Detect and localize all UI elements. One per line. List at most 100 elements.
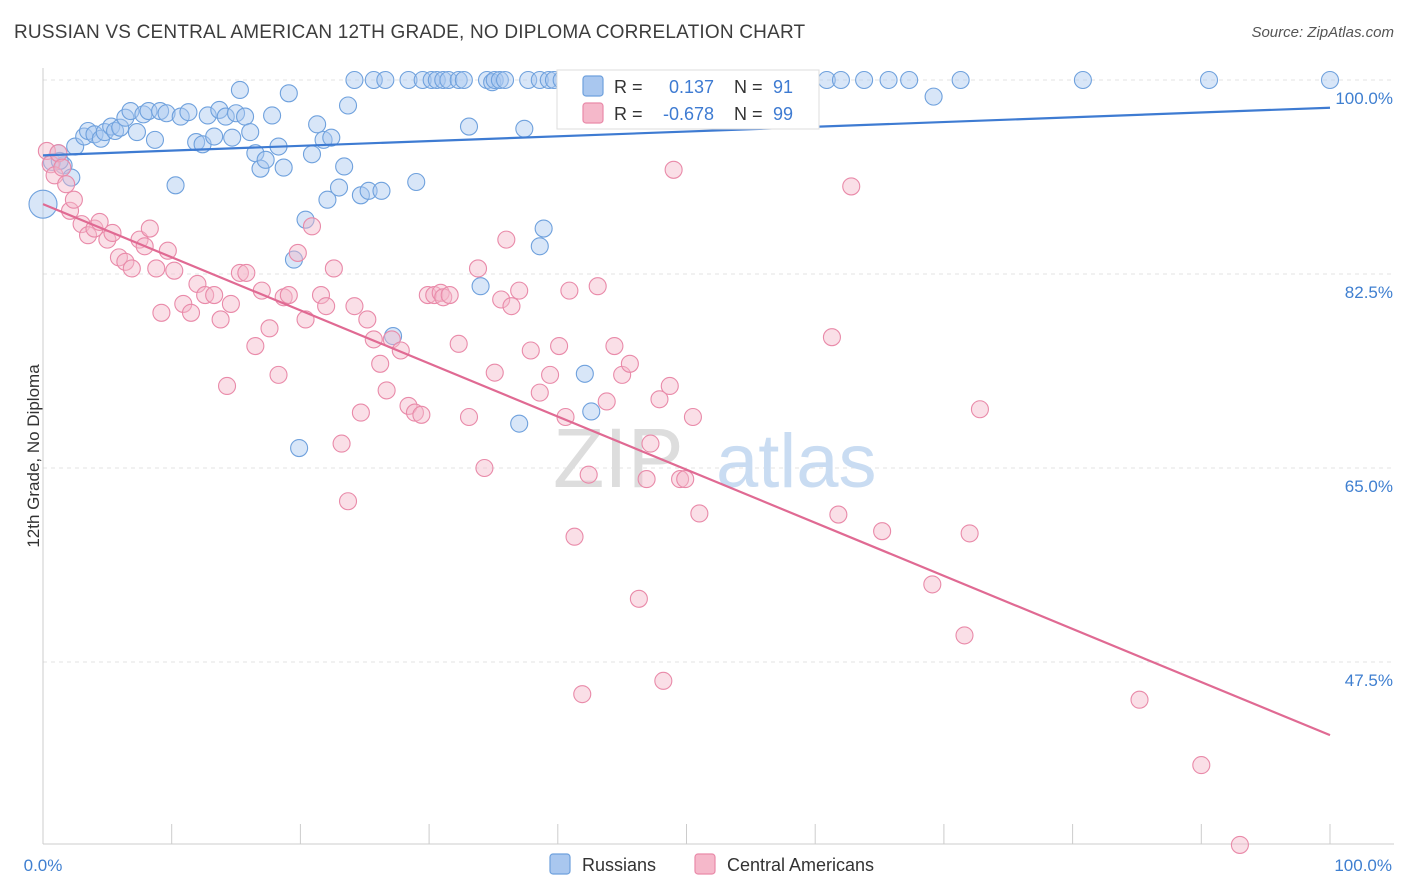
data-point: [1230, 835, 1249, 854]
data-point: [217, 376, 237, 396]
data-point: [530, 383, 549, 402]
data-point: [468, 259, 488, 278]
x-tick-label: 0.0%: [24, 856, 63, 875]
data-point: [166, 176, 185, 195]
data-point: [407, 172, 426, 192]
data-point: [263, 106, 282, 125]
data-point: [459, 117, 479, 136]
data-point: [1199, 70, 1219, 90]
y-tick-label: 65.0%: [1345, 477, 1393, 496]
data-point: [510, 281, 529, 300]
legend-russians-r-value: 0.137: [669, 77, 714, 97]
data-point: [573, 685, 592, 704]
data-point: [1130, 690, 1149, 709]
data-point: [676, 470, 695, 489]
data-point: [359, 181, 378, 200]
data-point: [351, 403, 370, 422]
data-point: [358, 310, 377, 329]
data-point: [534, 219, 553, 238]
watermark-zip: ZIP: [553, 411, 684, 505]
x-tick-labels: 0.0% 100.0%: [24, 856, 1392, 875]
legend-swatch-central-americans: [582, 102, 604, 124]
data-point: [521, 341, 540, 360]
data-point: [1192, 756, 1211, 775]
data-point: [145, 130, 165, 149]
data-point: [399, 70, 418, 90]
data-point: [970, 400, 989, 419]
data-point: [216, 107, 235, 126]
data-point: [308, 115, 327, 134]
data-point: [399, 396, 418, 415]
data-point: [78, 226, 98, 245]
y-tick-label: 82.5%: [1345, 283, 1393, 302]
data-point: [152, 303, 171, 322]
x-tick-label: 100.0%: [1334, 856, 1392, 875]
data-point: [831, 70, 850, 90]
data-point: [181, 303, 201, 322]
data-point: [412, 405, 431, 424]
data-point: [332, 434, 351, 453]
chart-source: Source: ZipAtlas.com: [1251, 24, 1394, 41]
watermark-atlas: atlas: [716, 419, 877, 504]
data-point: [372, 181, 391, 200]
trendline-central-americans: [42, 203, 1331, 737]
data-point: [660, 376, 679, 396]
grid-lines: [43, 79, 1394, 663]
data-point: [57, 175, 76, 194]
bottom-legend-swatch-central-americans: [694, 853, 716, 875]
data-point: [205, 127, 224, 146]
data-point: [475, 458, 494, 478]
data-point: [923, 575, 942, 594]
data-point: [318, 190, 337, 209]
data-point: [900, 70, 919, 90]
data-point: [502, 297, 521, 316]
data-point: [106, 121, 125, 141]
data-point: [302, 217, 322, 236]
data-point: [371, 354, 390, 373]
data-point: [290, 438, 309, 458]
data-point: [335, 157, 354, 176]
data-point: [497, 230, 516, 249]
bottom-legend: Russians Central Americans: [549, 853, 874, 875]
trendline-russians: [42, 106, 1331, 157]
data-point: [338, 492, 358, 511]
data-point: [288, 243, 307, 262]
data-point: [230, 263, 249, 282]
data-point: [165, 261, 184, 280]
data-point: [311, 286, 331, 305]
stats-legend: R = 0.137 N = 91 R = -0.678 N = 99: [556, 69, 820, 130]
data-point: [322, 128, 341, 147]
data-point: [495, 70, 515, 90]
data-point: [579, 465, 598, 484]
data-point: [664, 160, 683, 179]
data-point: [64, 190, 83, 209]
data-point: [490, 70, 509, 90]
data-point: [530, 237, 549, 256]
data-point: [140, 219, 159, 238]
data-point: [829, 505, 848, 524]
data-point: [955, 626, 974, 645]
data-point: [49, 144, 68, 163]
data-point: [122, 259, 141, 278]
data-point: [637, 470, 656, 489]
data-point: [582, 402, 601, 421]
data-point: [654, 671, 673, 690]
data-point: [449, 70, 468, 90]
legend-russians-n-value: 91: [773, 77, 793, 97]
legend-russians-n-label: N =: [734, 77, 763, 97]
data-point: [641, 434, 660, 453]
data-point: [116, 252, 135, 271]
data-point: [269, 365, 288, 384]
data-point: [510, 414, 529, 433]
data-point: [279, 286, 298, 305]
data-point: [951, 70, 970, 90]
data-point: [241, 123, 260, 142]
data-point: [317, 297, 336, 316]
data-point: [842, 177, 861, 196]
data-point: [1073, 70, 1092, 90]
data-point: [541, 365, 560, 384]
legend-central-n-label: N =: [734, 104, 763, 124]
data-point: [1320, 70, 1340, 90]
